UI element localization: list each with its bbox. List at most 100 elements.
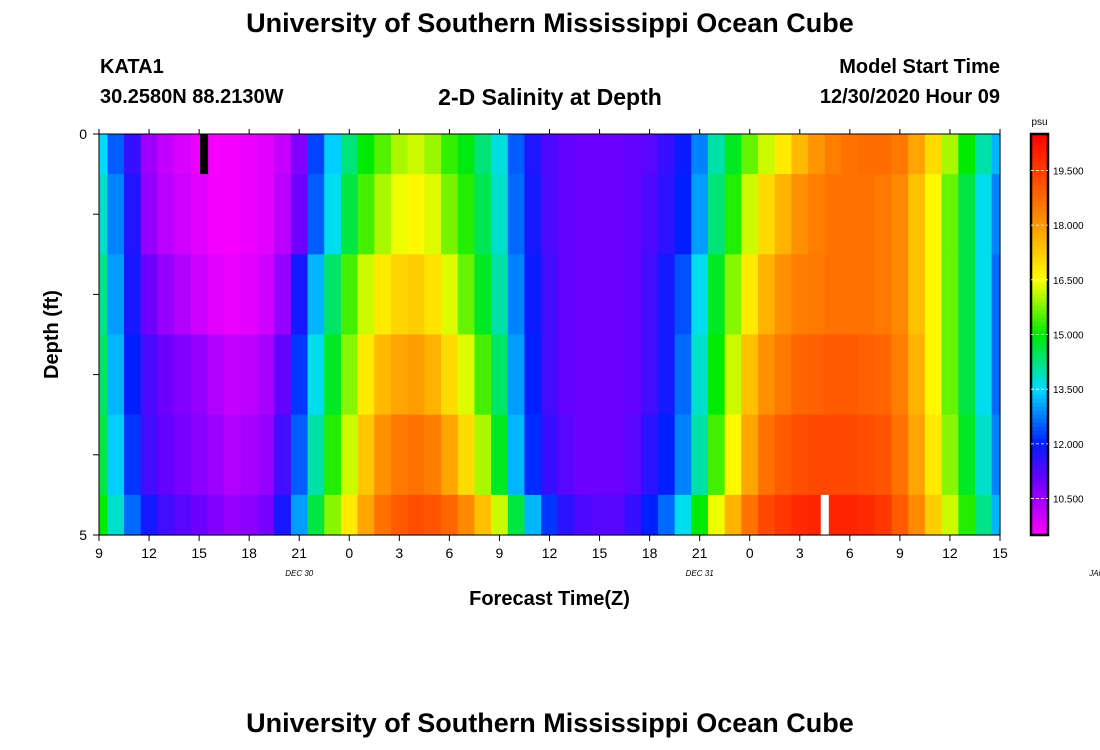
heatmap-cell bbox=[858, 254, 876, 336]
heatmap-cell bbox=[874, 414, 893, 496]
colorbar-segment bbox=[1031, 194, 1048, 199]
heatmap-cell bbox=[791, 174, 809, 255]
heatmap-cell bbox=[140, 334, 158, 416]
colorbar-segment bbox=[1031, 202, 1048, 207]
heatmap-cell bbox=[541, 414, 559, 496]
heatmap-cell bbox=[607, 134, 626, 175]
heatmap-cell bbox=[758, 254, 776, 336]
colorbar-segment bbox=[1031, 378, 1048, 384]
heatmap-cell bbox=[340, 334, 359, 416]
heatmap-cell bbox=[240, 414, 259, 496]
heatmap-cell bbox=[741, 334, 759, 416]
heatmap-cell bbox=[390, 494, 409, 536]
heatmap-cell bbox=[274, 334, 292, 416]
colorbar-segment bbox=[1031, 506, 1048, 512]
heatmap-cell bbox=[324, 414, 342, 496]
heatmap-cell bbox=[307, 334, 325, 416]
heatmap-cell bbox=[107, 254, 125, 336]
colorbar-segment bbox=[1031, 290, 1048, 295]
x-tick-label: 12 bbox=[942, 545, 958, 561]
heatmap-cell bbox=[474, 494, 492, 536]
heatmap-cell bbox=[941, 134, 959, 175]
x-tick-label: 18 bbox=[642, 545, 658, 561]
colorbar-segment bbox=[1031, 210, 1048, 215]
heatmap-cell bbox=[841, 134, 859, 175]
colorbar-segment bbox=[1031, 334, 1048, 340]
heatmap-cell bbox=[157, 254, 175, 336]
heatmap-cell bbox=[607, 174, 626, 255]
colorbar-segment bbox=[1031, 430, 1048, 436]
heatmap-cell bbox=[808, 414, 826, 496]
heatmap-cell bbox=[607, 334, 626, 416]
colorbar-segment bbox=[1031, 402, 1048, 408]
colorbar-segment bbox=[1031, 266, 1048, 271]
heatmap-cell bbox=[157, 174, 175, 255]
heatmap-cell bbox=[140, 254, 158, 336]
heatmap-cell bbox=[340, 494, 359, 536]
colorbar-segment bbox=[1031, 390, 1048, 396]
heatmap-cell bbox=[491, 134, 509, 175]
heatmap-cell bbox=[808, 254, 826, 336]
heatmap-cell bbox=[207, 254, 225, 336]
heatmap-cell bbox=[207, 334, 225, 416]
colorbar-segment bbox=[1031, 462, 1048, 468]
chart-title: 2-D Salinity at Depth bbox=[438, 84, 662, 110]
heatmap-cell bbox=[207, 174, 225, 255]
heatmap-cell bbox=[641, 174, 659, 255]
heatmap-cell bbox=[974, 334, 993, 416]
heatmap-cell bbox=[107, 134, 125, 175]
colorbar-segment bbox=[1031, 530, 1048, 536]
heatmap-cell bbox=[407, 414, 425, 496]
heatmap-cell bbox=[441, 174, 459, 255]
heatmap-cell bbox=[240, 174, 259, 255]
heatmap-cell bbox=[724, 174, 742, 255]
heatmap-cell bbox=[390, 134, 409, 175]
heatmap-cell bbox=[724, 414, 742, 496]
heatmap-cell bbox=[307, 134, 325, 175]
heatmap-cell bbox=[324, 254, 342, 336]
heatmap-cell bbox=[657, 174, 676, 255]
heatmap-cell bbox=[708, 334, 726, 416]
heatmap-cell bbox=[991, 494, 1001, 536]
heatmap-cell bbox=[908, 254, 926, 336]
heatmap-cell bbox=[791, 134, 809, 175]
colorbar-segment bbox=[1031, 350, 1048, 356]
colorbar-segment bbox=[1031, 314, 1048, 320]
heatmap-cell bbox=[958, 414, 976, 496]
heatmap-cell bbox=[891, 174, 909, 255]
heatmap-cell bbox=[324, 134, 342, 175]
heatmap-cell bbox=[99, 494, 108, 536]
heatmap-cell bbox=[240, 334, 259, 416]
colorbar-tick-label: 13.500 bbox=[1053, 385, 1084, 396]
colorbar-segment bbox=[1031, 454, 1048, 460]
heatmap-cell bbox=[824, 174, 843, 255]
heatmap-cell bbox=[257, 254, 275, 336]
heatmap-cell bbox=[157, 414, 175, 496]
heatmap-cell bbox=[390, 414, 409, 496]
colorbar-segment bbox=[1031, 174, 1048, 179]
x-tick-label: 9 bbox=[896, 545, 904, 561]
heatmap-cell bbox=[307, 254, 325, 336]
heatmap-cell bbox=[357, 414, 375, 496]
colorbar-segment bbox=[1031, 514, 1048, 520]
colorbar-segment bbox=[1031, 198, 1048, 203]
heatmap-cell bbox=[941, 174, 959, 255]
colorbar-segment bbox=[1031, 382, 1048, 388]
heatmap-cell bbox=[441, 494, 459, 536]
colorbar-segment bbox=[1031, 326, 1048, 332]
heatmap-cell bbox=[491, 494, 509, 536]
heatmap-cell bbox=[708, 414, 726, 496]
y-axis: 05 bbox=[79, 126, 100, 543]
colorbar-segment bbox=[1031, 154, 1048, 159]
x-tick-label: 3 bbox=[395, 545, 403, 561]
colorbar-segment bbox=[1031, 310, 1048, 316]
colorbar-segment bbox=[1031, 150, 1048, 155]
heatmap-cell bbox=[724, 134, 742, 175]
heatmap-cell bbox=[841, 334, 859, 416]
heatmap-cell bbox=[541, 334, 559, 416]
heatmap-cell bbox=[657, 414, 676, 496]
heatmap-cell bbox=[741, 174, 759, 255]
heatmap-cell bbox=[390, 254, 409, 336]
heatmap-cell bbox=[724, 254, 742, 336]
x-tick-label: 15 bbox=[592, 545, 608, 561]
